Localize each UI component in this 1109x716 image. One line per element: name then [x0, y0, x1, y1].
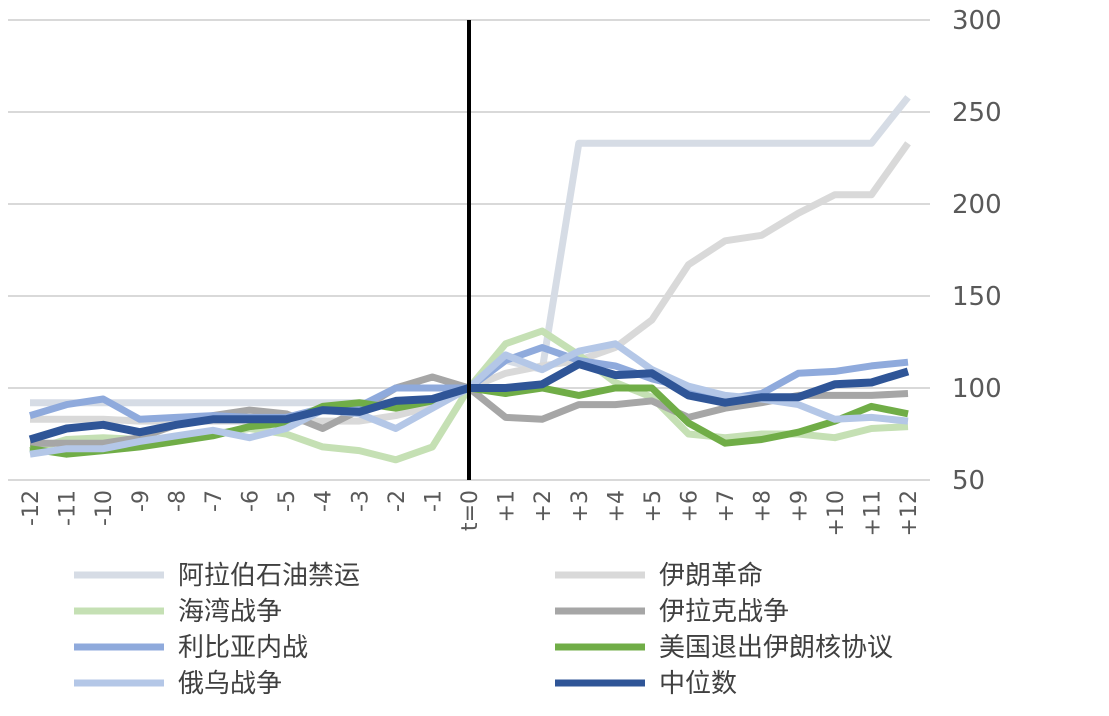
- x-tick-label: t=0: [458, 490, 483, 531]
- x-tick-label: +11: [860, 490, 885, 536]
- x-tick-label: +5: [641, 490, 666, 522]
- x-tick-label: +1: [495, 490, 520, 522]
- x-tick-label: +12: [897, 490, 922, 536]
- legend-label: 伊朗革命: [659, 561, 763, 591]
- y-tick-label: 300: [952, 6, 1002, 36]
- y-tick-label: 250: [952, 98, 1002, 128]
- legend-label: 阿拉伯石油禁运: [178, 561, 360, 591]
- x-tick-label: -5: [275, 490, 300, 512]
- x-tick-label: -11: [56, 490, 81, 526]
- x-tick-label: +7: [714, 490, 739, 522]
- x-tick-label: +8: [751, 490, 776, 522]
- x-tick-label: +4: [604, 490, 629, 522]
- x-tick-label: -12: [19, 490, 44, 526]
- x-axis-labels: -12 -11 -10 -9 -8 -7 -6 -5 -4 -3 -2 -1 t=0 +1 +2 +3 +4 +5…: [19, 490, 922, 536]
- legend-label: 利比亚内战: [178, 633, 308, 663]
- y-tick-label: 100: [952, 374, 1002, 404]
- legend-label: 伊拉克战争: [659, 597, 789, 627]
- x-tick-label: -4: [312, 490, 337, 512]
- x-tick-label: -2: [385, 490, 410, 512]
- x-tick-label: +2: [531, 490, 556, 522]
- x-tick-label: -7: [202, 490, 227, 512]
- legend-label: 俄乌战争: [178, 669, 282, 699]
- x-tick-label: -10: [92, 490, 117, 526]
- x-tick-label: +10: [824, 490, 849, 536]
- x-tick-label: -6: [239, 490, 264, 512]
- y-tick-label: 150: [952, 282, 1002, 312]
- legend-label: 海湾战争: [178, 597, 282, 627]
- y-axis-labels: 50 100 150 200 250 300: [952, 6, 1002, 496]
- x-tick-label: -8: [165, 490, 190, 512]
- x-tick-label: -9: [129, 490, 154, 512]
- x-tick-label: -1: [421, 490, 446, 512]
- x-tick-label: +3: [568, 490, 593, 522]
- y-tick-label: 50: [952, 466, 985, 496]
- legend-label: 中位数: [659, 669, 737, 699]
- x-tick-label: -3: [348, 490, 373, 512]
- x-tick-label: +9: [787, 490, 812, 522]
- legend-label: 美国退出伊朗核协议: [659, 633, 893, 663]
- x-tick-label: +6: [678, 490, 703, 522]
- y-tick-label: 200: [952, 190, 1002, 220]
